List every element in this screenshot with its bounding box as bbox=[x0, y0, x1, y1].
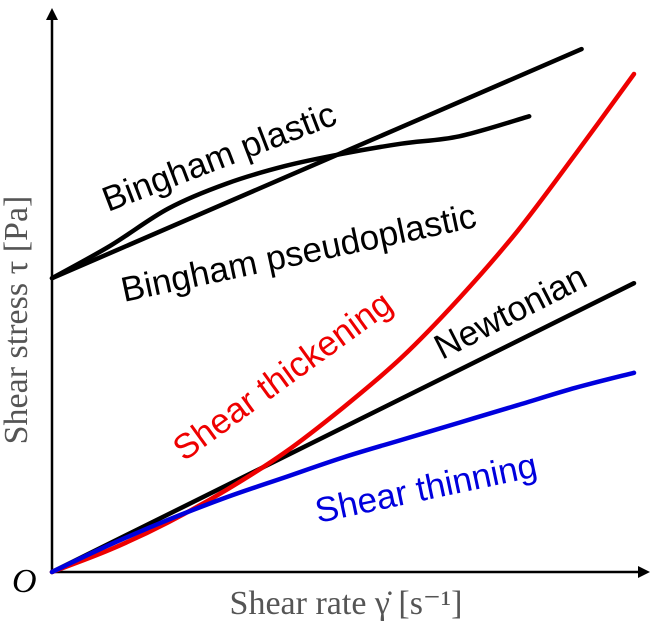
label-bingham-plastic: Bingham plastic bbox=[97, 95, 342, 220]
origin-label: O bbox=[12, 563, 37, 600]
curve-shear-thinning bbox=[49, 370, 637, 575]
x-axis-label: Shear rate γ̇ [s⁻¹] bbox=[230, 585, 463, 622]
label-bingham-pseudoplastic: Bingham pseudoplastic bbox=[118, 196, 480, 309]
curve-newtonian bbox=[49, 280, 637, 575]
label-newtonian: Newtonian bbox=[428, 257, 593, 367]
curve-shear-thickening bbox=[49, 71, 637, 575]
y-axis-label: Shear stress τ [Pa] bbox=[0, 196, 35, 445]
label-shear-thickening: Shear thickening bbox=[166, 284, 400, 469]
curves-group bbox=[49, 46, 637, 575]
curve-bingham-pseudoplastic bbox=[49, 114, 532, 281]
curve-bingham-plastic bbox=[49, 46, 584, 281]
